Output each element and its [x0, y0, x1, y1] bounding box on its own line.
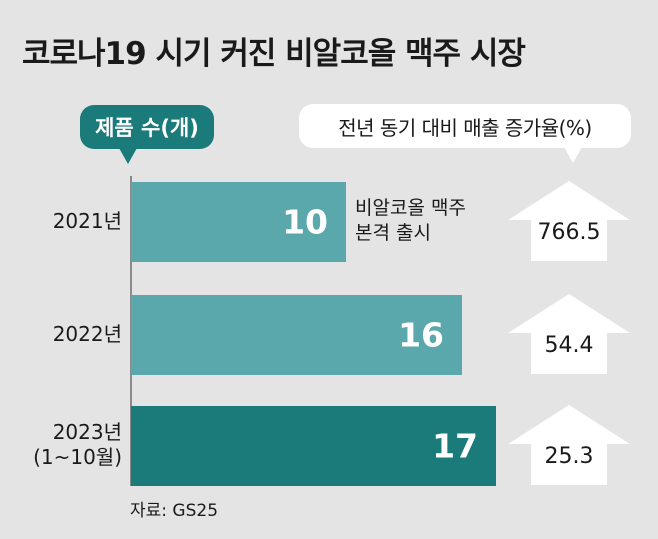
growth-arrow: 25.3	[507, 404, 631, 486]
category-label-line: 2022년	[52, 322, 122, 346]
source-label: 자료: GS25	[130, 501, 219, 521]
growth-value-label: 25.3	[544, 444, 594, 469]
annotation-launch: 비알코올 맥주 본격 출시	[355, 196, 466, 245]
y-axis-line	[130, 176, 132, 486]
annotation-line-1: 비알코올 맥주	[355, 197, 466, 219]
annotation-line-2: 본격 출시	[355, 221, 431, 244]
legend-product-pointer	[119, 148, 137, 164]
category-label-line: 2023년	[52, 420, 122, 444]
bar: 16	[131, 295, 462, 375]
bar: 17	[131, 406, 496, 486]
growth-value-label: 54.4	[544, 333, 594, 358]
category-label: 2023년 (1~10월)	[33, 420, 122, 470]
category-label: 2022년	[53, 322, 122, 347]
legend-product-count: 제품 수(개)	[80, 105, 214, 149]
category-label-line: (1~10월)	[33, 445, 122, 469]
chart-title: 코로나19 시기 커진 비알코올 맥주 시장	[22, 36, 526, 72]
bar-value-label: 17	[432, 426, 478, 466]
bar-value-label: 10	[282, 202, 328, 242]
bar-value-label: 16	[398, 315, 444, 355]
category-label-line: 2021년	[52, 209, 122, 233]
legend-growth-pointer	[564, 147, 582, 163]
growth-arrow: 766.5	[507, 180, 631, 262]
category-label: 2021년	[53, 209, 122, 234]
legend-sales-growth: 전년 동기 대비 매출 증가율(%)	[299, 104, 631, 148]
growth-value-label: 766.5	[537, 220, 601, 245]
growth-arrow: 54.4	[507, 293, 631, 375]
bar: 10	[131, 182, 346, 262]
